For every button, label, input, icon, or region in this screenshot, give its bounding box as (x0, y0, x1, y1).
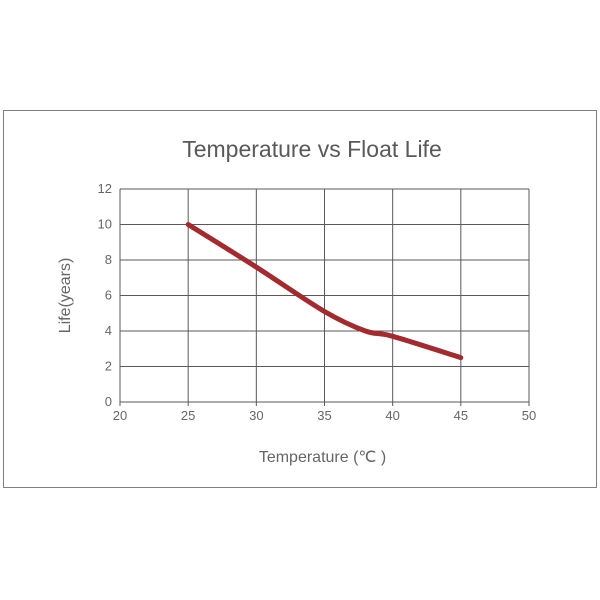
svg-text:10: 10 (98, 217, 112, 232)
svg-text:0: 0 (105, 394, 112, 409)
svg-text:20: 20 (113, 408, 127, 423)
svg-text:Temperature (℃ ): Temperature (℃ ) (259, 449, 386, 466)
svg-text:25: 25 (181, 408, 195, 423)
svg-text:6: 6 (105, 288, 112, 303)
svg-text:2: 2 (105, 359, 112, 374)
svg-text:Life(years): Life(years) (57, 258, 74, 334)
svg-text:12: 12 (98, 181, 112, 196)
svg-text:50: 50 (522, 408, 536, 423)
svg-text:8: 8 (105, 252, 112, 267)
svg-text:30: 30 (249, 408, 263, 423)
svg-text:4: 4 (105, 323, 112, 338)
svg-text:40: 40 (385, 408, 399, 423)
svg-text:35: 35 (317, 408, 331, 423)
svg-text:45: 45 (454, 408, 468, 423)
